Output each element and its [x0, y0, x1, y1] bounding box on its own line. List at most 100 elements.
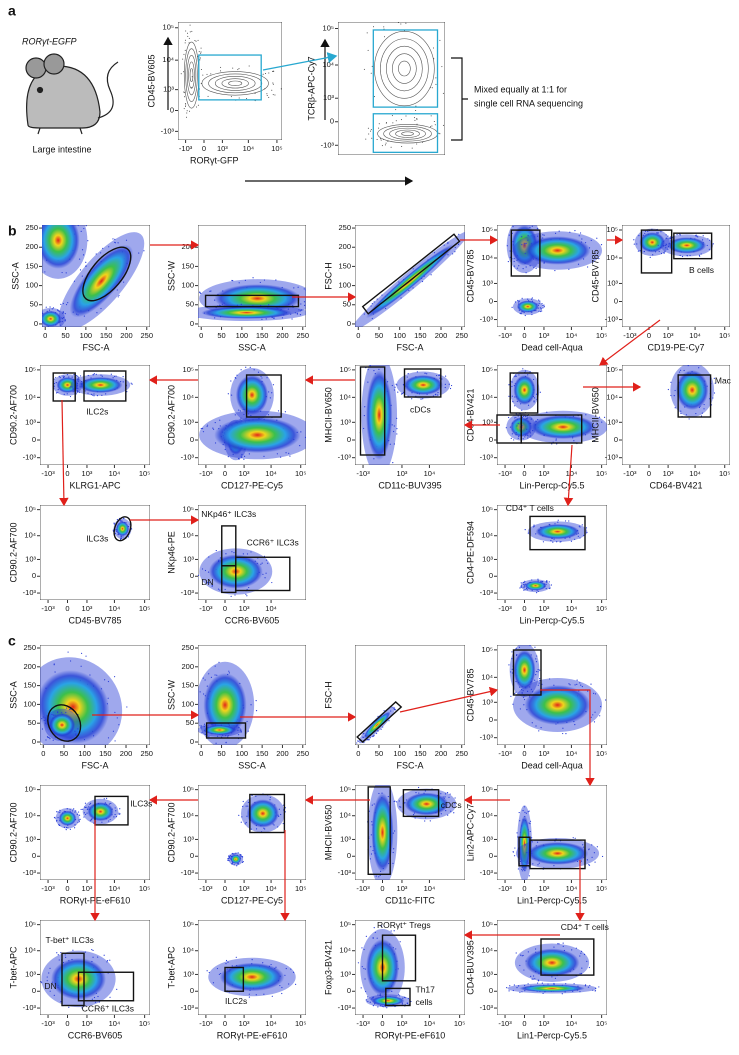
event-dot	[577, 263, 580, 265]
y-tick-label: 100	[23, 699, 36, 708]
event-dot	[364, 968, 366, 970]
event-dot	[410, 10, 411, 11]
flow-arrow	[262, 52, 338, 71]
event-dot	[643, 251, 645, 253]
event-dot	[604, 699, 607, 701]
y-tick-label: 0	[489, 986, 493, 995]
event-dot	[242, 860, 244, 863]
event-dot	[392, 122, 394, 124]
event-dot	[66, 808, 68, 810]
event-dot	[524, 370, 527, 372]
event-dot	[87, 392, 89, 394]
event-dot	[64, 313, 66, 315]
x-tick-label: 10⁴	[689, 331, 701, 340]
event-dot	[522, 809, 524, 812]
event-dot	[540, 727, 542, 729]
y-tick-label: 10⁴	[481, 253, 493, 262]
event-dot	[40, 982, 43, 984]
plot-frame	[40, 505, 150, 600]
bracket	[451, 57, 468, 141]
event-dot	[208, 673, 210, 675]
x-axis-label: Lin-Percp-Cy5.5	[519, 615, 584, 625]
gate-label: cells	[416, 997, 433, 1007]
event-dot	[374, 931, 376, 934]
event-dot	[118, 812, 120, 814]
event-dot	[200, 68, 202, 70]
event-dot	[228, 860, 230, 862]
event-dot	[562, 942, 564, 944]
event-dot	[555, 439, 557, 441]
event-dot	[200, 52, 202, 54]
event-dot	[568, 520, 570, 522]
event-dot	[707, 238, 709, 240]
density-core	[42, 225, 80, 269]
event-dot	[421, 280, 424, 283]
x-tick-label: 0	[199, 331, 203, 340]
event-dot	[362, 736, 364, 738]
event-dot	[663, 245, 665, 247]
x-tick-label: -10³	[498, 331, 512, 340]
event-dot	[534, 679, 536, 681]
event-dot	[287, 308, 289, 310]
event-dot	[388, 720, 390, 722]
event-dot	[599, 715, 601, 717]
event-dot	[430, 115, 432, 117]
y-tick-label: 10³	[482, 969, 493, 978]
event-dot	[445, 126, 446, 127]
y-tick-label: 250	[25, 223, 38, 232]
event-dot	[43, 719, 45, 722]
event-dot	[665, 234, 667, 236]
event-dot	[114, 740, 116, 742]
event-dot	[89, 674, 91, 676]
event-dot	[531, 722, 533, 724]
y-tick-label: 10³	[607, 417, 618, 426]
event-dot	[393, 443, 395, 445]
x-tick-label: 0	[65, 884, 69, 893]
event-dot	[700, 253, 702, 255]
event-dot	[669, 236, 671, 238]
event-dot	[274, 94, 276, 96]
event-dot	[101, 394, 103, 397]
event-dot	[541, 303, 543, 305]
event-dot	[230, 394, 233, 396]
event-dot	[591, 856, 593, 858]
plot-area	[198, 645, 306, 745]
event-dot	[538, 299, 540, 301]
event-dot	[63, 826, 66, 828]
event-dot	[193, 317, 194, 318]
flow-plot: ILC2s-10³ 0 10³ 10⁴ 10⁵10⁵10⁴10³0-10³CD90.2-…	[8, 365, 150, 491]
y-tick-label: 200	[181, 662, 194, 671]
event-dot	[198, 707, 199, 709]
event-dot	[77, 378, 79, 380]
y-tick-label: 0	[489, 571, 493, 580]
event-dot	[581, 238, 583, 240]
event-dot	[416, 143, 418, 145]
x-axis-label: CD127-PE-Cy5	[221, 480, 283, 490]
event-dot	[48, 326, 49, 327]
event-dot	[77, 811, 80, 813]
event-dot	[114, 813, 116, 816]
event-dot	[384, 361, 385, 362]
flow-arrow	[563, 444, 574, 507]
y-tick-label: 10⁵	[163, 23, 174, 32]
x-tick-label: 200	[276, 331, 289, 340]
event-dot	[185, 116, 187, 118]
event-dot	[537, 578, 539, 580]
event-dot	[77, 211, 78, 212]
event-dot	[242, 856, 244, 858]
x-tick-label: 50	[60, 749, 68, 758]
event-dot	[639, 250, 641, 252]
event-dot	[367, 996, 369, 998]
x-tick-label: 10⁵	[139, 604, 150, 613]
event-dot	[233, 552, 235, 554]
event-dot	[414, 119, 416, 121]
event-dot	[379, 874, 381, 877]
event-dot	[517, 868, 519, 870]
event-dot	[118, 813, 120, 815]
event-dot	[127, 536, 129, 538]
event-dot	[53, 816, 56, 819]
event-dot	[393, 830, 396, 832]
event-dot	[458, 233, 460, 235]
event-dot	[112, 238, 114, 240]
event-dot	[197, 39, 199, 41]
